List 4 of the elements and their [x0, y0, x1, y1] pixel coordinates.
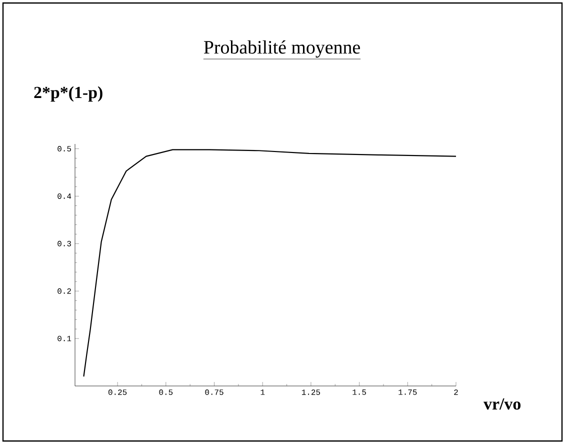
chart-title: Probabilité moyenne	[204, 40, 360, 58]
x-axis-title: vr/vo	[484, 398, 521, 410]
y-axis-title: 2*p*(1-p)	[34, 86, 102, 102]
line-series	[83, 149, 456, 378]
